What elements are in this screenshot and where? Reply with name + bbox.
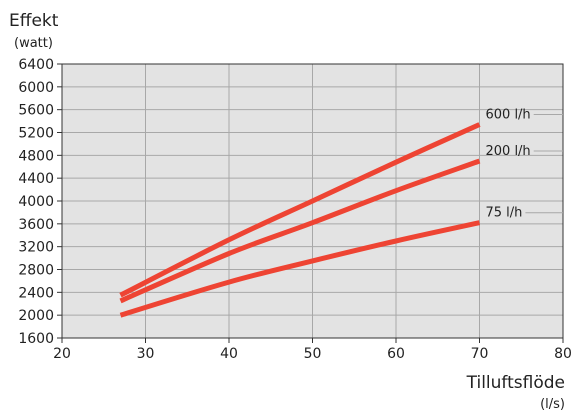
x-axis-unit: (l/s) [540, 397, 565, 412]
series-lines [119, 122, 481, 318]
y-tick-label: 3600 [18, 217, 54, 233]
x-tick-label: 80 [554, 346, 572, 362]
y-tick-label: 2400 [18, 285, 54, 301]
x-axis-ticks: 20 30 40 50 60 70 80 [53, 338, 572, 362]
y-axis-unit: (watt) [14, 36, 53, 51]
x-tick-label: 40 [220, 346, 238, 362]
x-tick-label: 30 [137, 346, 155, 362]
y-axis-title: Effekt [9, 11, 59, 31]
y-tick-label: 3200 [18, 240, 54, 256]
series-label: 200 l/h [486, 144, 531, 159]
series-line [119, 158, 481, 304]
series-line [119, 122, 481, 298]
y-tick-label: 1600 [18, 331, 54, 347]
y-tick-label: 6000 [18, 80, 54, 96]
y-tick-label: 5200 [18, 126, 54, 142]
series-label: 75 l/h [486, 206, 523, 221]
x-tick-label: 50 [304, 346, 322, 362]
y-tick-label: 6400 [18, 57, 54, 73]
y-tick-label: 4000 [18, 194, 54, 210]
y-tick-label: 5600 [18, 103, 54, 119]
series-labels: 600 l/h 200 l/h 75 l/h [486, 108, 563, 221]
y-axis-ticks: 1600 2000 2400 2800 3200 3600 4000 4400 4800 5200… [18, 57, 62, 347]
y-tick-label: 4800 [18, 148, 54, 164]
y-tick-label: 2800 [18, 263, 54, 279]
x-axis-title: Tilluftsflöde [466, 373, 565, 393]
series-label: 600 l/h [486, 108, 531, 123]
y-tick-label: 4400 [18, 171, 54, 187]
x-tick-label: 70 [471, 346, 489, 362]
x-tick-label: 60 [387, 346, 405, 362]
y-tick-label: 2000 [18, 308, 54, 324]
x-tick-label: 20 [53, 346, 71, 362]
series-line [119, 220, 481, 318]
